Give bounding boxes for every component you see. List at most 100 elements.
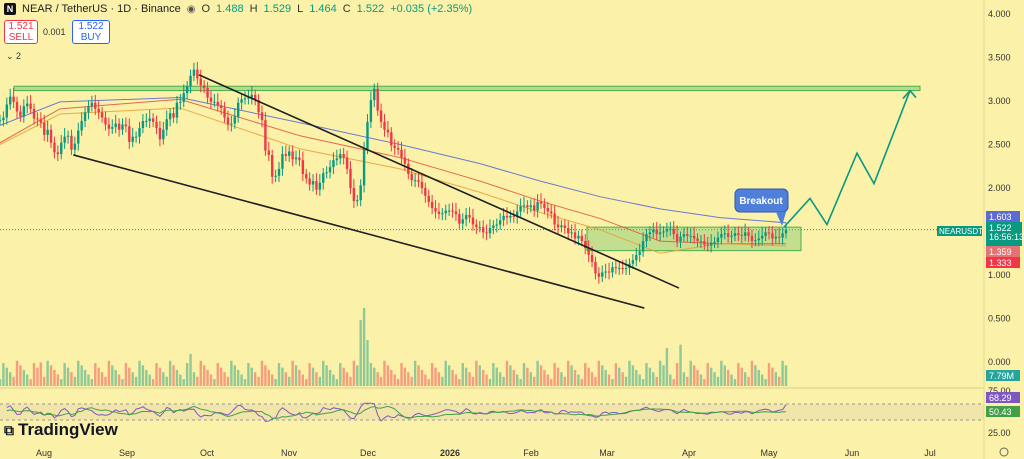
projection-path[interactable] [783,90,911,228]
candle-body[interactable] [209,97,213,102]
candle-body[interactable] [373,88,376,101]
candle-body[interactable] [665,228,669,232]
candle-body[interactable] [505,215,509,218]
candle-body[interactable] [345,157,349,169]
candle-body[interactable] [720,234,723,238]
candle-body[interactable] [614,267,618,269]
candle-body[interactable] [529,205,533,208]
candle-body[interactable] [430,201,434,209]
candle-body[interactable] [730,235,733,237]
candle-body[interactable] [284,154,288,156]
candle-body[interactable] [2,117,5,121]
candle-body[interactable] [638,251,641,255]
tradingview-logo[interactable]: ⧉ TradingView [4,420,118,440]
candle-body[interactable] [182,93,185,102]
eye-icon[interactable]: ◉ [186,3,196,15]
candle-body[interactable] [454,211,458,215]
candle-body[interactable] [536,201,539,211]
candle-body[interactable] [271,154,274,177]
candle-body[interactable] [413,180,417,182]
candle-body[interactable] [495,224,498,226]
candle-body[interactable] [560,225,563,228]
candle-body[interactable] [587,248,590,255]
candle-body[interactable] [342,154,345,158]
symbol-header[interactable]: N NEAR / TetherUS · 1D · Binance ◉ O 1.48… [4,3,472,15]
candle-body[interactable] [379,110,383,122]
candle-body[interactable] [311,181,315,185]
candle-body[interactable] [107,124,111,129]
candle-body[interactable] [553,213,556,225]
candle-body[interactable] [19,111,22,117]
candle-body[interactable] [22,106,26,117]
candle-body[interactable] [740,234,743,236]
candle-body[interactable] [250,94,253,98]
candle-body[interactable] [141,121,145,128]
candle-body[interactable] [185,86,189,94]
candle-body[interactable] [192,69,196,76]
candle-body[interactable] [359,185,362,201]
candle-body[interactable] [100,112,104,118]
candle-body[interactable] [658,232,662,235]
candle-body[interactable] [376,88,379,111]
candle-body[interactable] [325,172,328,174]
candle-body[interactable] [492,225,495,229]
candle-body[interactable] [471,217,475,225]
candle-body[interactable] [498,220,502,225]
candle-body[interactable] [464,214,468,220]
candle-body[interactable] [196,69,199,79]
candle-body[interactable] [427,195,430,202]
candle-body[interactable] [332,160,335,168]
settings-icon[interactable] [999,447,1009,457]
upper-trendline[interactable] [198,74,680,289]
candle-body[interactable] [726,233,730,237]
candle-body[interactable] [26,103,29,107]
lower-trendline[interactable] [73,154,645,309]
candle-body[interactable] [764,232,767,236]
candle-body[interactable] [111,127,114,129]
candle-body[interactable] [352,188,356,202]
candle-body[interactable] [145,121,148,123]
candle-body[interactable] [349,168,352,188]
candle-body[interactable] [546,208,550,212]
candle-body[interactable] [189,75,192,87]
candle-body[interactable] [253,94,257,101]
candle-body[interactable] [584,241,587,249]
candle-body[interactable] [444,210,447,214]
candle-body[interactable] [291,151,294,160]
candle-body[interactable] [689,235,692,237]
candle-body[interactable] [743,232,747,236]
candle-body[interactable] [264,120,267,151]
candle-body[interactable] [281,154,284,169]
candle-body[interactable] [563,225,567,229]
candle-body[interactable] [390,132,393,146]
candle-body[interactable] [468,214,471,218]
candle-body[interactable] [274,175,277,177]
candle-body[interactable] [621,268,624,270]
candle-body[interactable] [706,244,709,246]
candle-body[interactable] [383,121,386,130]
candle-body[interactable] [784,229,788,234]
candle-body[interactable] [760,235,764,239]
candle-body[interactable] [512,215,515,217]
candle-body[interactable] [277,168,281,176]
candle-body[interactable] [356,200,359,202]
candle-body[interactable] [219,105,223,108]
candle-body[interactable] [104,117,107,125]
candle-body[interactable] [696,238,699,242]
candle-body[interactable] [441,213,444,215]
candle-body[interactable] [155,121,158,128]
candle-body[interactable] [172,113,175,118]
candle-body[interactable] [49,129,53,143]
candle-body[interactable] [151,118,155,122]
candle-body[interactable] [682,234,686,237]
candle-body[interactable] [233,116,236,124]
sell-button[interactable]: 1.521 SELL [4,20,38,44]
candle-body[interactable] [168,113,172,120]
candle-body[interactable] [77,130,80,144]
breakout-callout[interactable] [734,188,789,213]
candle-body[interactable] [165,119,168,130]
buy-button[interactable]: 1.522 BUY [72,20,110,44]
candle-body[interactable] [247,97,250,99]
candle-body[interactable] [672,228,675,235]
candle-body[interactable] [5,104,9,118]
